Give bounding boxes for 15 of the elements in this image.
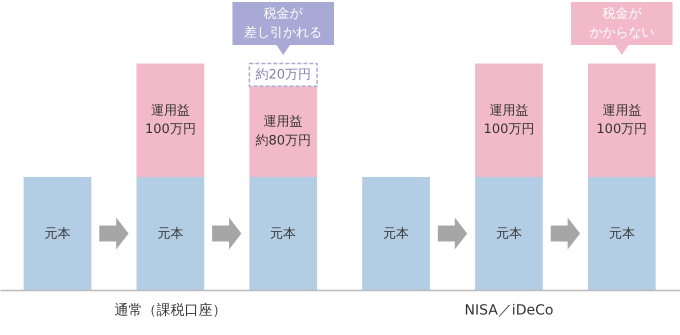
data-label: 運用益100万円	[596, 103, 648, 138]
data-label: 運用益100万円	[484, 103, 534, 138]
data-label: 元本	[383, 226, 410, 242]
text: 通常（課税口座）	[114, 302, 226, 318]
text: 税金がかからない	[589, 6, 654, 40]
text: NISA／iDeCo	[464, 302, 554, 318]
data-label: 元本	[496, 226, 522, 242]
data-label: 元本	[270, 226, 296, 242]
data-label: 元本	[608, 226, 635, 242]
data-label: 約20万円	[255, 67, 311, 82]
text: 税金が差し引かれる	[244, 6, 322, 40]
data-label: 元本	[157, 226, 184, 242]
data-label: 運用益100万円	[144, 103, 196, 138]
data-label: 元本	[44, 226, 70, 242]
data-label: 運用益約80万円	[255, 114, 311, 148]
